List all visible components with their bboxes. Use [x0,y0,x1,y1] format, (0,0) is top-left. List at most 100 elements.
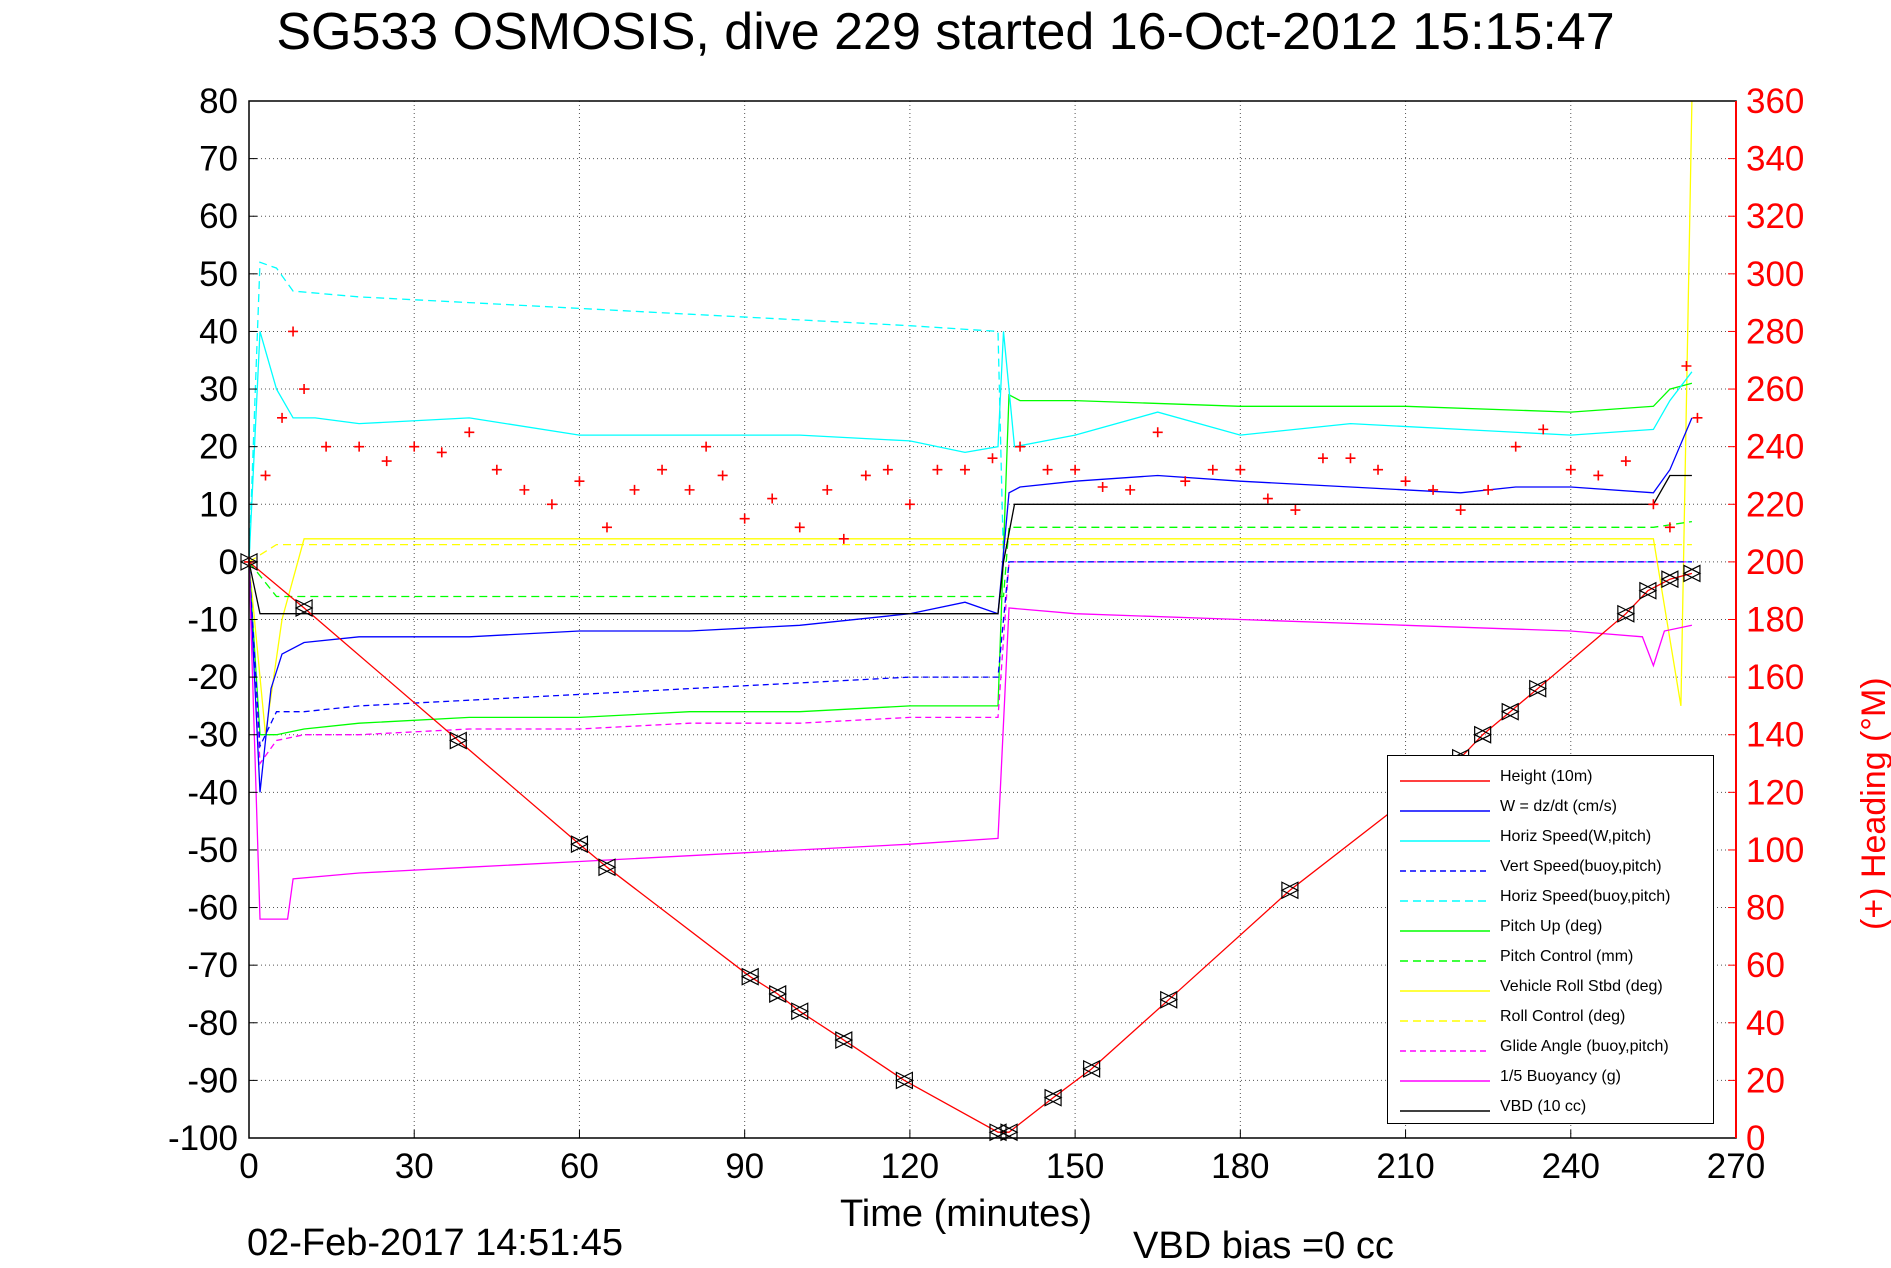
y2-tick-label: 40 [1746,1004,1785,1043]
legend-item: VBD (10 cc) [1388,1096,1713,1126]
heading-marker [260,470,271,481]
height-marker [1528,679,1548,698]
heading-marker [1648,499,1659,510]
heading-marker [1681,361,1692,372]
heading-marker [277,412,288,423]
legend-label: Vehicle Roll Stbd (deg) [1500,978,1663,995]
heading-marker [519,484,530,495]
y2-tick-label: 0 [1746,1119,1765,1158]
y-tick-label: 80 [199,82,238,121]
height-marker [1682,564,1702,583]
y2-tick-label: 140 [1746,716,1804,755]
legend-label: 1/5 Buoyancy (g) [1500,1068,1621,1085]
y2-tick-label: 240 [1746,428,1804,467]
heading-marker [1664,522,1675,533]
heading-marker [904,499,915,510]
x-tick-label: 90 [725,1147,764,1186]
heading-marker [838,533,849,544]
heading-marker [1180,476,1191,487]
y2-tick-label: 200 [1746,543,1804,582]
heading-marker [491,464,502,475]
series-layer [239,100,1703,1142]
heading-marker [464,427,475,438]
heading-marker [288,326,299,337]
legend-label: Horiz Speed(buoy,pitch) [1500,888,1671,905]
legend-item: Height (10m) [1388,766,1713,796]
legend-item: Pitch Control (mm) [1388,946,1713,976]
heading-marker [767,493,778,504]
heading-marker [1290,505,1301,516]
y-tick-label: -20 [187,658,238,697]
legend-swatch [1400,960,1490,962]
y-tick-label: -100 [168,1119,238,1158]
legend-swatch [1400,900,1490,902]
height-marker [1082,1059,1101,1078]
heading-marker [1428,484,1439,495]
series-heading [244,326,1703,567]
legend-label: VBD (10 cc) [1500,1098,1587,1115]
x-tick-label: 150 [1046,1147,1104,1186]
height-marker [597,858,617,877]
x-tick-label: 180 [1211,1147,1269,1186]
heading-marker [354,441,365,452]
legend-swatch [1400,1020,1490,1022]
heading-marker [574,476,585,487]
height-marker [1660,570,1680,589]
legend-item: Vert Speed(buoy,pitch) [1388,856,1713,886]
series-pitch-line [248,382,1693,736]
height-marker [834,1031,854,1050]
vbd-bias-note: VBD bias =0 cc [1133,1225,1394,1267]
heading-marker [1400,476,1411,487]
y2-tick-label: 100 [1746,831,1804,870]
y-tick-label: 40 [199,312,238,351]
x-tick-label: 210 [1376,1147,1434,1186]
y2-tick-label: 300 [1746,255,1804,294]
heading-marker [1510,441,1521,452]
heading-marker [381,456,392,467]
heading-marker [1152,427,1163,438]
height-marker [1159,990,1179,1009]
heading-marker [701,441,712,452]
legend-swatch [1400,1050,1490,1052]
heading-marker [436,447,447,458]
x-tick-label: 0 [239,1147,258,1186]
series-vbd-line [248,474,1692,615]
height-marker [999,1123,1019,1142]
heading-marker [684,484,695,495]
y2-tick-label: 80 [1746,889,1785,928]
series-roll_ctl-line [248,543,1692,563]
y-tick-label: 10 [199,485,238,524]
legend-swatch [1400,990,1490,992]
heading-marker [1593,470,1604,481]
legend-label: Pitch Control (mm) [1500,948,1634,965]
heading-marker [657,464,668,475]
heading-marker [1692,412,1703,423]
height-marker [1616,604,1636,623]
height-marker [790,1002,810,1021]
legend-item: Pitch Up (deg) [1388,916,1713,946]
y-tick-label: -90 [187,1061,238,1100]
heading-marker [1455,505,1466,516]
heading-marker [321,441,332,452]
y2-tick-label: 180 [1746,601,1804,640]
legend: Height (10m) W = dz/dt (cm/s) Horiz Speed(… [1387,755,1714,1124]
legend-swatch [1400,1110,1490,1112]
heading-marker [1235,464,1246,475]
x-tick-label: 120 [881,1147,939,1186]
legend-swatch [1400,930,1490,932]
heading-marker [1070,464,1081,475]
heading-marker [794,522,805,533]
y-tick-label: -60 [187,889,238,928]
heading-marker [1042,464,1053,475]
y2-axis-ticks: 3603403203002802602402202001801601401201… [1728,82,1804,1158]
y-tick-label: 70 [199,140,238,179]
y2-tick-label: 60 [1746,946,1785,985]
y2-tick-label: 360 [1746,82,1804,121]
height-marker [895,1071,914,1090]
legend-item: 1/5 Buoyancy (g) [1388,1066,1713,1096]
legend-item: W = dz/dt (cm/s) [1388,796,1713,826]
y-tick-label: -30 [187,716,238,755]
y2-axis-label: (+) Heading (°M) [1855,677,1891,930]
legend-label: W = dz/dt (cm/s) [1500,798,1617,815]
